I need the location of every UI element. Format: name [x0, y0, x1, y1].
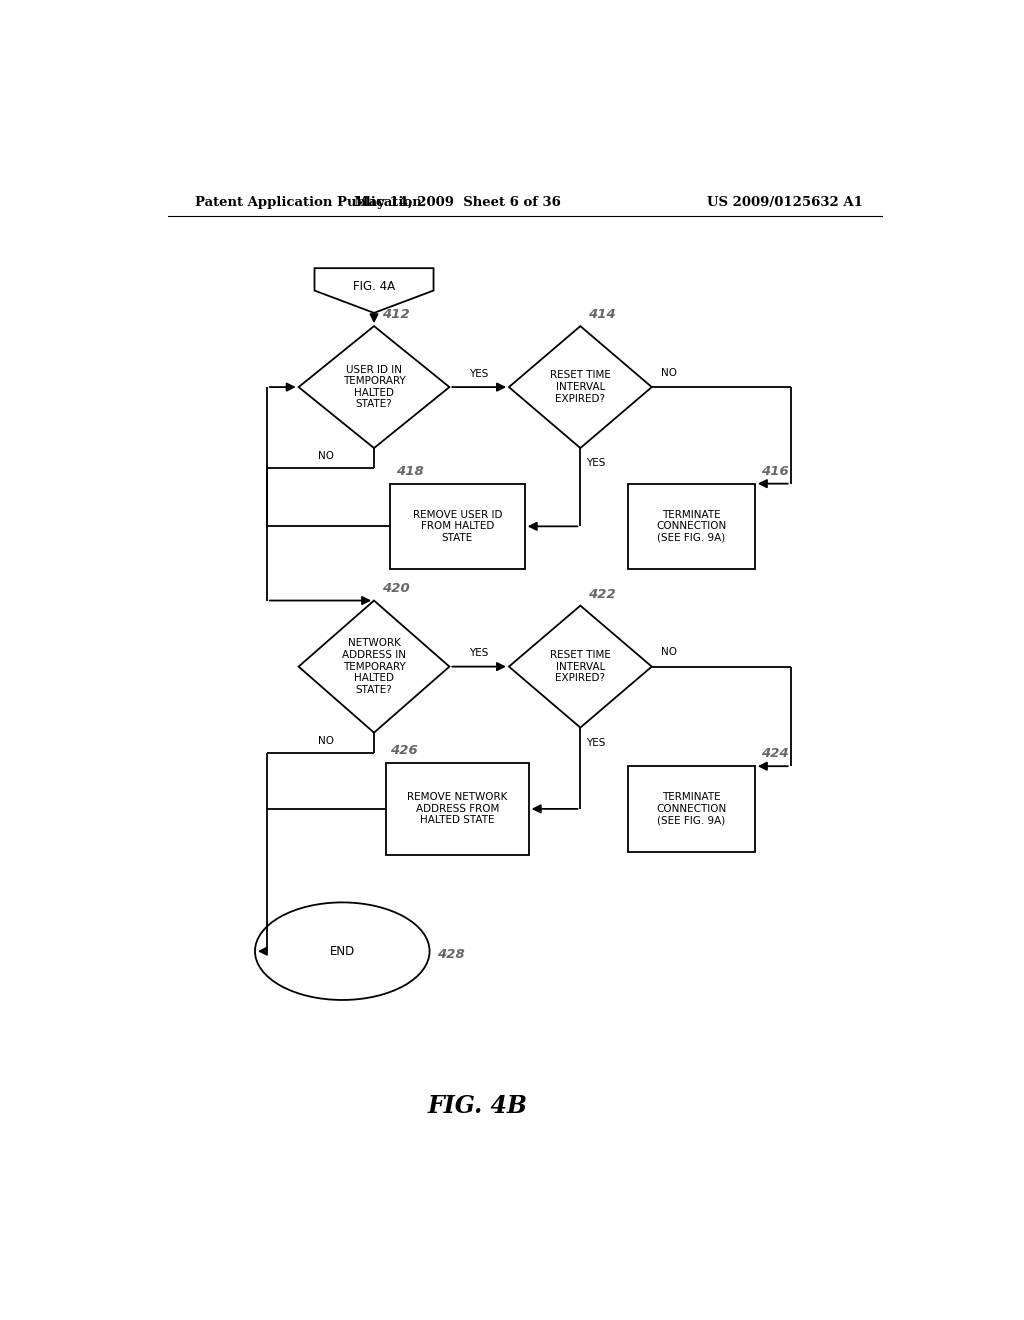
Text: 418: 418 [396, 465, 424, 478]
Text: REMOVE NETWORK
ADDRESS FROM
HALTED STATE: REMOVE NETWORK ADDRESS FROM HALTED STATE [408, 792, 508, 825]
Bar [628, 483, 755, 569]
Text: US 2009/0125632 A1: US 2009/0125632 A1 [708, 195, 863, 209]
Text: 414: 414 [588, 308, 616, 321]
Text: 428: 428 [437, 948, 465, 961]
Text: YES: YES [587, 738, 606, 748]
Text: RESET TIME
INTERVAL
EXPIRED?: RESET TIME INTERVAL EXPIRED? [550, 371, 610, 404]
Text: NETWORK
ADDRESS IN
TEMPORARY
HALTED
STATE?: NETWORK ADDRESS IN TEMPORARY HALTED STAT… [342, 639, 406, 694]
Text: 416: 416 [761, 465, 790, 478]
Text: 424: 424 [761, 747, 790, 760]
Text: NO: NO [318, 451, 335, 461]
Text: NO: NO [662, 647, 677, 657]
Text: FIG. 4B: FIG. 4B [427, 1094, 527, 1118]
Text: 426: 426 [390, 744, 418, 758]
Text: May 14, 2009  Sheet 6 of 36: May 14, 2009 Sheet 6 of 36 [354, 195, 561, 209]
Text: TERMINATE
CONNECTION
(SEE FIG. 9A): TERMINATE CONNECTION (SEE FIG. 9A) [656, 792, 727, 825]
Bar [386, 763, 528, 854]
Bar [628, 766, 755, 851]
Text: USER ID IN
TEMPORARY
HALTED
STATE?: USER ID IN TEMPORARY HALTED STATE? [343, 364, 406, 409]
Text: Patent Application Publication: Patent Application Publication [196, 195, 422, 209]
Bar [390, 483, 524, 569]
Text: NO: NO [662, 368, 677, 378]
Text: YES: YES [469, 368, 488, 379]
Text: YES: YES [587, 458, 606, 469]
Text: 420: 420 [382, 582, 410, 595]
Text: 412: 412 [382, 308, 410, 321]
Text: RESET TIME
INTERVAL
EXPIRED?: RESET TIME INTERVAL EXPIRED? [550, 649, 610, 684]
Text: YES: YES [469, 648, 488, 659]
Text: NO: NO [318, 735, 335, 746]
Text: FIG. 4A: FIG. 4A [353, 280, 395, 293]
Text: END: END [330, 945, 355, 958]
Text: REMOVE USER ID
FROM HALTED
STATE: REMOVE USER ID FROM HALTED STATE [413, 510, 502, 543]
Text: TERMINATE
CONNECTION
(SEE FIG. 9A): TERMINATE CONNECTION (SEE FIG. 9A) [656, 510, 727, 543]
Text: 422: 422 [588, 587, 616, 601]
